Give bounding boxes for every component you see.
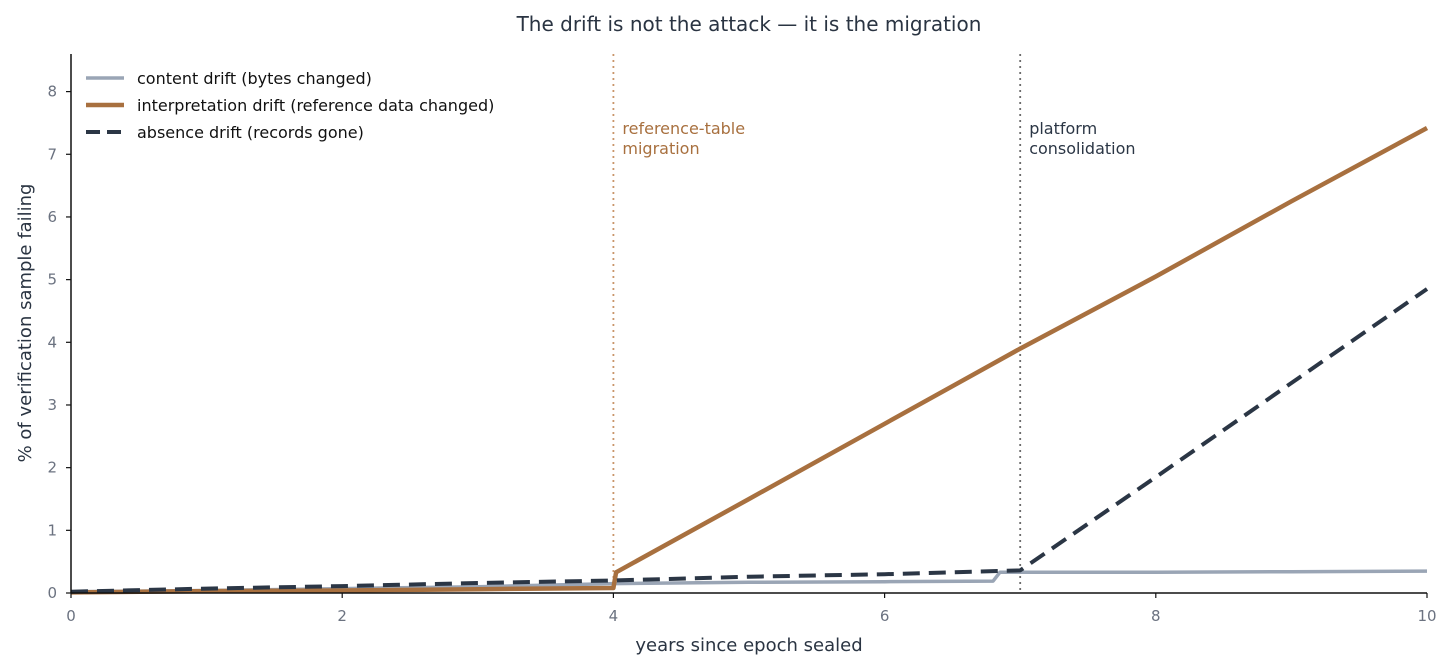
y-tick-label: 7 (47, 145, 57, 163)
legend-label: absence drift (records gone) (137, 123, 364, 142)
series-line (70, 287, 1429, 594)
annotations: reference-table migration platform consolid… (612, 54, 1136, 593)
chart-title: The drift is not the attack — it is the … (516, 12, 982, 36)
event-annotation: reference-table migration (622, 119, 745, 158)
x-axis-label: years since epoch sealed (635, 635, 862, 656)
x-tick-label: 8 (1151, 607, 1161, 625)
legend: content drift (bytes changed) interpretat… (86, 69, 494, 142)
y-tick-label: 6 (47, 208, 57, 226)
series-line (70, 126, 1429, 595)
y-tick-label: 3 (47, 396, 57, 414)
y-tick-label: 5 (47, 271, 57, 289)
y-ticks: 0 1 2 3 4 5 6 7 8 (47, 83, 71, 602)
x-ticks: 0 2 4 6 8 10 (66, 593, 1437, 625)
x-tick-label: 6 (880, 607, 890, 625)
y-axis-label: % of verification sample failing (15, 184, 36, 463)
x-tick-label: 2 (337, 607, 347, 625)
x-tick-label: 10 (1417, 607, 1436, 625)
x-tick-label: 4 (609, 607, 619, 625)
y-tick-label: 0 (47, 584, 57, 602)
y-tick-label: 4 (47, 333, 57, 351)
y-tick-label: 1 (47, 521, 57, 539)
y-tick-label: 8 (47, 83, 57, 101)
axes (70, 54, 1427, 594)
legend-label: interpretation drift (reference data cha… (137, 96, 494, 115)
legend-label: content drift (bytes changed) (137, 69, 372, 88)
x-tick-label: 0 (66, 607, 76, 625)
y-tick-label: 2 (47, 459, 57, 477)
series-lines (70, 126, 1429, 595)
event-annotation: platform consolidation (1029, 119, 1135, 158)
